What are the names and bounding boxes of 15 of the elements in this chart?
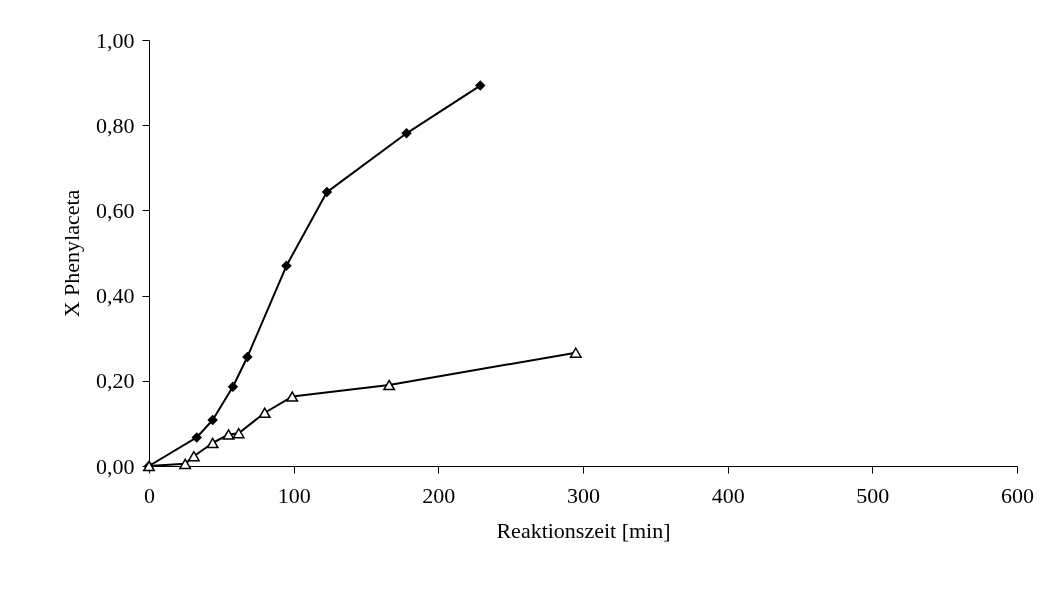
y-tick-label: 0,80 bbox=[96, 112, 135, 138]
x-tick-label: 200 bbox=[422, 482, 456, 508]
x-tick-label: 400 bbox=[711, 482, 745, 508]
x-tick-label: 500 bbox=[856, 482, 890, 508]
y-tick-label: 0,60 bbox=[96, 197, 135, 223]
y-tick-label: 0,00 bbox=[96, 453, 135, 479]
y-tick-label: 1,00 bbox=[96, 27, 135, 53]
x-tick-label: 0 bbox=[144, 482, 155, 508]
x-tick-label: 100 bbox=[277, 482, 311, 508]
x-tick-label: 600 bbox=[1001, 482, 1034, 508]
x-axis-title: Reaktionszeit [min] bbox=[496, 517, 671, 543]
y-axis-title: X Phenylaceta bbox=[59, 189, 84, 318]
y-tick-label: 0,40 bbox=[96, 283, 135, 309]
y-tick-label: 0,20 bbox=[96, 368, 135, 394]
x-tick-label: 300 bbox=[567, 482, 600, 508]
